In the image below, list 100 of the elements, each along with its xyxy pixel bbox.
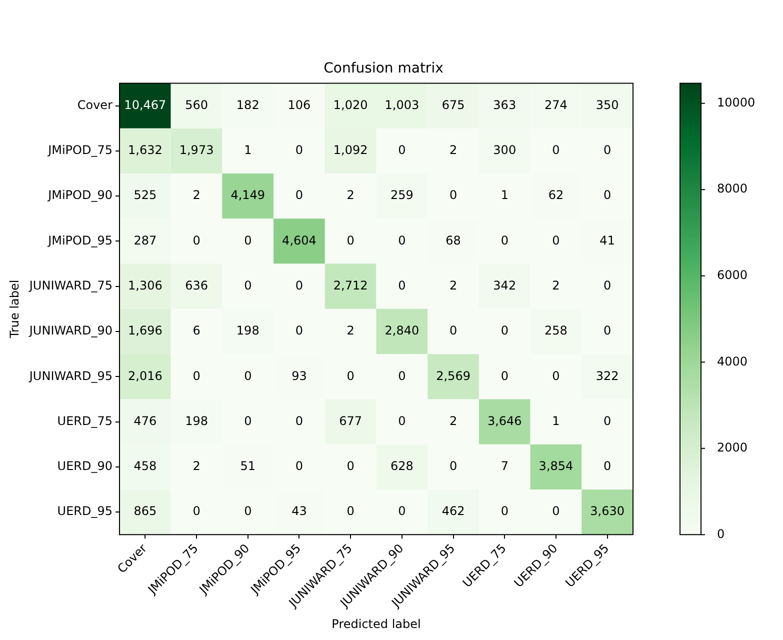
data-label: 51 — [240, 459, 256, 474]
y-tick-label: UERD_95 — [57, 504, 113, 518]
data-label: 274 — [544, 98, 568, 112]
data-label: 0 — [346, 504, 354, 518]
y-tick-label: Cover — [77, 98, 113, 112]
data-label: 0 — [398, 368, 406, 383]
data-label: 43 — [292, 504, 307, 518]
data-label: 3,854 — [538, 459, 574, 474]
data-label: 0 — [295, 324, 304, 338]
data-label: 0 — [552, 368, 560, 383]
data-label: 1,973 — [179, 143, 214, 158]
data-label: 2,016 — [128, 368, 162, 383]
y-tick-label: JUNIWARD_95 — [28, 368, 113, 383]
data-label: 3,646 — [487, 414, 522, 428]
data-label: 0 — [500, 368, 508, 383]
data-label: 0 — [500, 504, 508, 518]
y-tick-label: JUNIWARD_75 — [28, 278, 113, 292]
data-label: 0 — [192, 504, 200, 518]
data-label: 1 — [244, 143, 252, 158]
data-label: 1,696 — [128, 324, 162, 338]
data-label: 62 — [548, 188, 564, 202]
data-label: 628 — [390, 459, 414, 474]
data-label: 3,630 — [590, 504, 625, 518]
y-axis-title: True label — [7, 280, 22, 340]
data-label: 1,306 — [128, 278, 162, 292]
data-label: 2,569 — [436, 368, 470, 383]
data-label: 2 — [449, 143, 458, 158]
data-label: 10,467 — [124, 98, 166, 112]
data-label: 2 — [449, 414, 458, 428]
data-label: 7 — [500, 459, 508, 474]
data-label: 0 — [295, 143, 304, 158]
data-label: 675 — [442, 98, 465, 112]
data-label: 2 — [449, 278, 458, 292]
data-label: 0 — [500, 324, 508, 338]
data-label: 2,712 — [333, 278, 368, 292]
color-bar-label: 2000 — [717, 440, 748, 455]
data-label: 2 — [346, 188, 354, 202]
data-label: 1,092 — [333, 143, 368, 158]
data-label: 0 — [604, 278, 612, 292]
data-label: 0 — [346, 233, 354, 248]
x-axis-title: Predicted label — [332, 616, 421, 631]
data-label: 259 — [390, 188, 414, 202]
y-tick-label: UERD_90 — [57, 459, 113, 474]
data-label: 0 — [398, 278, 406, 292]
data-label: 0 — [192, 233, 200, 248]
color-bar-label: 0 — [717, 526, 725, 541]
data-label: 0 — [346, 459, 354, 474]
y-tick-label: JMiPOD_90 — [47, 188, 113, 202]
data-label: 322 — [596, 368, 619, 383]
data-label: 363 — [493, 98, 516, 112]
data-label: 2,840 — [384, 324, 420, 338]
data-label: 0 — [398, 233, 406, 248]
color-bar-label: 6000 — [717, 268, 748, 282]
data-label: 0 — [244, 368, 252, 383]
data-label: 0 — [604, 188, 612, 202]
data-label: 0 — [295, 414, 304, 428]
data-label: 198 — [185, 414, 208, 428]
color-bar-label: 8000 — [717, 182, 748, 196]
data-label: 0 — [346, 368, 354, 383]
data-label: 4,149 — [230, 188, 266, 202]
y-tick-label: JMiPOD_95 — [47, 233, 113, 248]
data-label: 41 — [600, 233, 615, 248]
data-label: 462 — [442, 504, 465, 518]
data-label: 0 — [244, 504, 252, 518]
data-label: 4,604 — [282, 233, 316, 248]
data-label: 2 — [192, 188, 200, 202]
data-label: 525 — [134, 188, 157, 202]
data-label: 2 — [552, 278, 560, 292]
data-label: 0 — [295, 459, 304, 474]
data-label: 287 — [134, 233, 157, 248]
data-label: 0 — [449, 324, 458, 338]
data-label: 865 — [134, 504, 157, 518]
data-label: 0 — [295, 278, 304, 292]
data-label: 68 — [446, 233, 461, 248]
data-label: 6 — [192, 324, 200, 338]
data-label: 0 — [604, 324, 612, 338]
data-label: 636 — [185, 278, 208, 292]
data-label: 182 — [236, 98, 260, 112]
data-label: 0 — [295, 188, 304, 202]
data-label: 2 — [346, 324, 354, 338]
data-label: 300 — [493, 143, 516, 158]
data-label: 342 — [493, 278, 516, 292]
data-label: 0 — [244, 233, 252, 248]
data-label: 0 — [604, 414, 612, 428]
data-label: 0 — [192, 368, 200, 383]
data-label: 1,632 — [128, 143, 162, 158]
data-label: 0 — [244, 278, 252, 292]
color-bar-label: 4000 — [717, 354, 748, 368]
data-label: 2 — [192, 459, 200, 474]
data-label: 350 — [596, 98, 619, 112]
data-label: 1 — [500, 188, 508, 202]
data-label: 258 — [544, 324, 568, 338]
data-label: 106 — [288, 98, 311, 112]
data-label: 0 — [398, 414, 406, 428]
data-label: 198 — [236, 324, 260, 338]
data-label: 1 — [552, 414, 560, 428]
data-label: 0 — [244, 414, 252, 428]
data-label: 677 — [339, 414, 362, 428]
y-tick-label: JMiPOD_75 — [47, 143, 113, 158]
chart-title: Confusion matrix — [324, 60, 444, 76]
